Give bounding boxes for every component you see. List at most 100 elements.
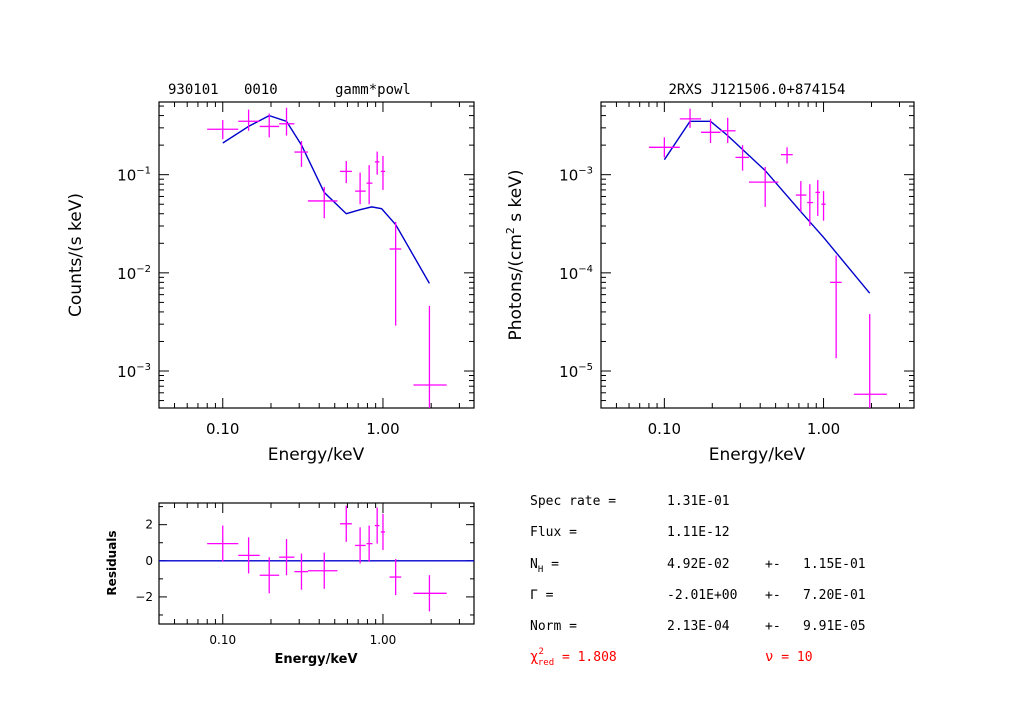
- photons-axis-ticks: [600, 102, 914, 408]
- residuals-data-point: [374, 507, 380, 544]
- residuals-data-point: [307, 552, 338, 589]
- residuals-plot-frame: [158, 502, 475, 625]
- chi2-value: 1.808: [578, 650, 617, 665]
- counts-model-series: [222, 114, 431, 284]
- photons-y-axis-label-tail: s keV): [506, 169, 526, 227]
- counts-panel-title-id: 0010: [244, 82, 278, 98]
- norm-value: 2.13E-04: [667, 619, 730, 634]
- nu-symbol: ν: [765, 649, 773, 665]
- counts-data-point: [374, 151, 380, 175]
- chi2-sup: 2: [538, 647, 543, 657]
- gamma-error: 7.20E-01: [803, 588, 866, 603]
- counts-data-point: [238, 109, 260, 131]
- counts-y-tick-exp: −3: [136, 362, 151, 373]
- nh-label-tail: =: [543, 557, 559, 572]
- counts-y-tick-exp: −1: [136, 166, 151, 177]
- counts-y-tick-exp: −2: [136, 264, 151, 275]
- photons-y-tick-exp: −3: [578, 166, 593, 177]
- nu-value: 10: [797, 650, 813, 665]
- norm-label: Norm =: [530, 619, 577, 634]
- counts-y-axis-label: Counts/(s keV): [66, 193, 86, 317]
- counts-data-point: [294, 141, 308, 167]
- residuals-data-point: [340, 505, 352, 542]
- photons-x-tick-label: 0.10: [648, 420, 681, 438]
- photons-data-point: [853, 314, 887, 408]
- chi2-eq: =: [554, 650, 577, 665]
- photons-y-tick-exp: −4: [578, 264, 593, 275]
- photons-data-point: [748, 166, 779, 207]
- norm-plusminus: +-: [765, 619, 781, 634]
- counts-model-line: [222, 114, 431, 284]
- residuals-data-point: [259, 557, 280, 594]
- counts-y-tick-base: 10: [117, 167, 136, 185]
- residuals-data-series: [207, 505, 447, 612]
- counts-plot-frame: [158, 101, 475, 409]
- counts-data-point: [413, 305, 447, 408]
- photons-data-point: [701, 118, 721, 144]
- nh-label-sub: H: [538, 565, 543, 575]
- fit-results: Spec rate = 1.31E-01 Flux = 1.11E-12 NH …: [530, 494, 866, 668]
- flux-value: 1.11E-12: [667, 525, 730, 540]
- gamma-plusminus: +-: [765, 588, 781, 603]
- residuals-y-axis-label: Residuals: [105, 530, 119, 595]
- photons-y-axis-label: Photons/(cm2 s keV): [504, 169, 526, 340]
- counts-x-tick-label: 1.00: [366, 420, 399, 438]
- residuals-x-tick-label: 1.00: [370, 633, 397, 647]
- residuals-data-point: [207, 525, 239, 562]
- residuals-x-tick-label: 0.10: [209, 633, 236, 647]
- residuals-data-point: [294, 553, 308, 590]
- photons-data-point: [679, 108, 702, 128]
- residuals-data-point: [238, 537, 260, 574]
- photons-y-tick-base: 10: [559, 265, 578, 283]
- counts-data-point: [366, 165, 373, 205]
- flux-label: Flux =: [530, 525, 577, 540]
- photons-x-axis-label: Energy/keV: [709, 445, 806, 465]
- photons-data-point: [648, 137, 680, 158]
- counts-panel: 930101 0010 gamm*powl 0.10 1.0010−110−210…: [66, 82, 475, 465]
- residuals-axis-ticks: [158, 503, 474, 624]
- photons-data-point: [780, 147, 793, 164]
- counts-panel-title-obs: 930101: [168, 82, 219, 98]
- residuals-panel: 0.10 1.00 2 0 −2 Energy/keV Residuals: [105, 502, 475, 667]
- photons-plot-frame: [600, 101, 915, 409]
- residuals-y-tick-label: −2: [135, 590, 153, 604]
- counts-y-tick-label: 10−2: [117, 264, 151, 283]
- counts-tick-labels: 0.10 1.0010−110−210−3: [117, 166, 400, 438]
- residuals-data-point: [355, 527, 366, 564]
- photons-data-point: [821, 191, 826, 221]
- gamma-label: Γ =: [530, 588, 554, 603]
- residuals-data-point: [380, 513, 386, 550]
- photons-data-point: [795, 181, 807, 212]
- photons-data-point: [830, 255, 842, 359]
- counts-x-tick-label: 0.10: [206, 420, 239, 438]
- photons-data-point: [815, 180, 820, 216]
- counts-data-point: [259, 113, 280, 138]
- photons-y-tick-exp: −5: [578, 362, 593, 373]
- photons-data-point: [720, 117, 736, 144]
- counts-y-tick-base: 10: [117, 265, 136, 283]
- residuals-tick-labels: 0.10 1.00 2 0 −2: [135, 518, 396, 647]
- photons-panel-title: 2RXS J121506.0+874154: [668, 82, 845, 98]
- nh-value: 4.92E-02: [667, 557, 730, 572]
- residuals-y-tick-label: 2: [145, 518, 153, 532]
- counts-data-point: [307, 186, 338, 219]
- nh-label-main: N: [530, 557, 538, 572]
- photons-model-line: [663, 120, 871, 294]
- photons-y-tick-base: 10: [559, 167, 578, 185]
- counts-y-tick-base: 10: [117, 363, 136, 381]
- photons-x-tick-label: 1.00: [807, 420, 840, 438]
- photons-y-tick-base: 10: [559, 363, 578, 381]
- residuals-x-axis-label: Energy/keV: [274, 652, 357, 667]
- counts-data-point: [380, 155, 386, 190]
- nu-eq: =: [773, 650, 796, 665]
- photons-panel: 2RXS J121506.0+874154 0.10 1.0010−310−410…: [504, 82, 915, 465]
- photons-y-axis-label-sup: 2: [504, 227, 517, 234]
- norm-error: 9.91E-05: [803, 619, 866, 634]
- photons-y-tick-label: 10−4: [559, 264, 593, 283]
- degrees-of-freedom: ν = 10: [765, 649, 813, 665]
- residuals-data-point: [366, 525, 373, 562]
- residuals-y-tick-label: 0: [145, 554, 153, 568]
- nh-label: NH =: [530, 557, 559, 575]
